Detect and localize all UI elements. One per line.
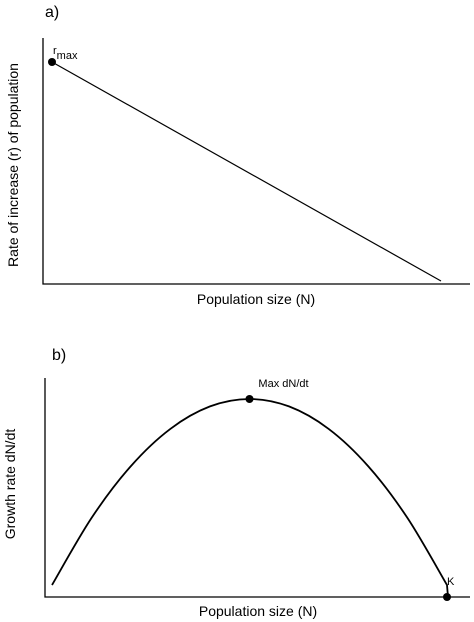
panel-a-series-line xyxy=(51,61,442,282)
panel-b-k-point xyxy=(443,593,451,601)
panel-b-series-line xyxy=(51,398,449,598)
panel-b-axes xyxy=(44,378,470,598)
panel-a-axes xyxy=(42,38,470,285)
panel-a: a) rmax Population size (N) Rate of incr… xyxy=(5,4,470,307)
panel-a-rmax-r: r xyxy=(53,45,57,57)
panel-b-max-point xyxy=(245,395,254,403)
panel-a-label: a) xyxy=(45,4,59,21)
panel-a-rmax-point xyxy=(48,58,56,66)
panel-a-rmax-subscript: max xyxy=(57,50,78,62)
panel-b-y-axis-title: Growth rate dN/dt xyxy=(2,429,18,540)
panel-a-y-axis-title: Rate of increase (r) of population xyxy=(5,63,21,267)
panel-b: b) Max dN/dt K Population size (N) Growt… xyxy=(2,347,470,619)
panel-a-x-axis-title: Population size (N) xyxy=(197,291,315,307)
panel-b-max-label: Max dN/dt xyxy=(258,378,308,390)
panel-a-rmax-label: rmax xyxy=(53,45,78,62)
panel-b-label: b) xyxy=(52,347,66,364)
panel-b-x-axis-title: Population size (N) xyxy=(199,603,317,619)
panel-b-k-label: K xyxy=(447,576,455,588)
